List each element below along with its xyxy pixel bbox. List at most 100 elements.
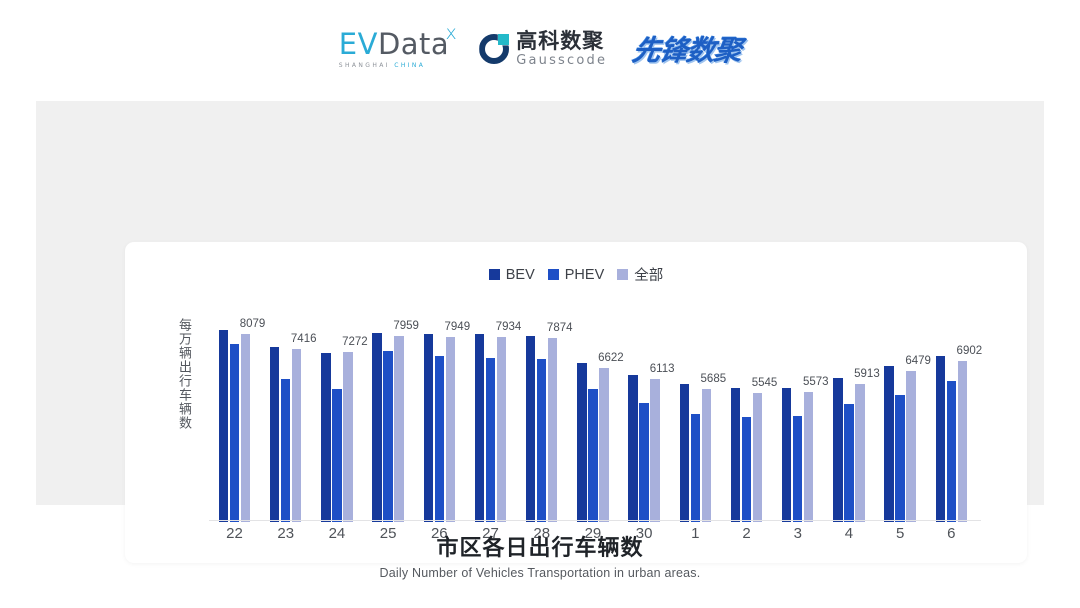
bar-PHEV[interactable] bbox=[434, 355, 445, 522]
bar-PHEV[interactable] bbox=[485, 358, 496, 522]
x-axis-tick-labels: 22 23 24 25 26 27 28 29 30 1 2 3 4 5 6 bbox=[209, 525, 977, 549]
bar-PHEV[interactable] bbox=[639, 403, 649, 522]
bar-全部[interactable] bbox=[752, 392, 763, 522]
bar-PHEV[interactable] bbox=[536, 358, 547, 522]
bar-value-label: 7416 bbox=[290, 332, 317, 345]
bar-PHEV[interactable] bbox=[792, 416, 803, 522]
bar-全部[interactable] bbox=[855, 384, 865, 522]
gausscode-ring-icon bbox=[479, 34, 510, 64]
bar-全部[interactable] bbox=[599, 367, 609, 522]
bar-BEV[interactable] bbox=[679, 384, 690, 522]
bar-BEV[interactable] bbox=[372, 332, 382, 522]
x-tick-label: 25 bbox=[379, 525, 397, 542]
bar-value-label: 7934 bbox=[495, 320, 522, 333]
gausscode-logo: 高科数聚 Gausscode bbox=[479, 31, 607, 67]
bar-PHEV[interactable] bbox=[844, 403, 854, 522]
evdata-tagline-country: CHINA bbox=[394, 61, 426, 69]
x-tick-label: 22 bbox=[226, 525, 243, 542]
evdata-tagline-city: SHANGHAI bbox=[338, 61, 390, 69]
bar-BEV[interactable] bbox=[577, 363, 587, 522]
bar-BEV[interactable] bbox=[474, 334, 485, 522]
x-tick-label: 1 bbox=[691, 525, 700, 542]
bar-value-label: 5685 bbox=[700, 373, 727, 386]
x-tick-label: 26 bbox=[430, 525, 448, 542]
bar-group: 8079 bbox=[209, 312, 265, 522]
bar-group: 6902 bbox=[926, 312, 982, 522]
bar-value-label: 7272 bbox=[342, 336, 368, 349]
bar-group: 6622 bbox=[567, 312, 624, 522]
legend-item-PHEV[interactable]: PHEV bbox=[547, 266, 605, 283]
caption-title-en: Daily Number of Vehicles Transportation … bbox=[379, 566, 701, 580]
bar-group: 6479 bbox=[875, 312, 931, 522]
bar-PHEV[interactable] bbox=[332, 389, 342, 522]
bar-全部[interactable] bbox=[240, 333, 251, 522]
bar-BEV[interactable] bbox=[935, 355, 946, 522]
bar-group: 7874 bbox=[516, 312, 573, 522]
bar-PHEV[interactable] bbox=[588, 389, 598, 522]
chart-panel-background: BEV PHEV 全部 每万辆出行车辆数 8079 7416 7272 7959 7949 7… bbox=[36, 101, 1044, 563]
bar-PHEV[interactable] bbox=[946, 381, 957, 522]
bar-PHEV[interactable] bbox=[895, 394, 905, 522]
evdata-data-text: Data bbox=[377, 26, 450, 61]
x-tick-label: 30 bbox=[635, 525, 653, 542]
legend-swatch-icon bbox=[617, 269, 629, 280]
bar-全部[interactable] bbox=[547, 338, 558, 522]
bar-group: 7959 bbox=[363, 312, 419, 522]
bar-BEV[interactable] bbox=[423, 333, 434, 522]
evdata-x-icon: x bbox=[445, 21, 458, 44]
bar-BEV[interactable] bbox=[884, 365, 894, 522]
bar-全部[interactable] bbox=[291, 349, 302, 522]
bar-BEV[interactable] bbox=[218, 329, 229, 522]
x-tick-label: 4 bbox=[844, 525, 854, 542]
bar-PHEV[interactable] bbox=[383, 351, 393, 522]
bar-全部[interactable] bbox=[803, 392, 814, 522]
bar-PHEV[interactable] bbox=[229, 344, 240, 522]
bar-group: 5685 bbox=[670, 312, 726, 522]
bar-PHEV[interactable] bbox=[280, 378, 291, 522]
bar-value-label: 5545 bbox=[751, 376, 778, 389]
bar-BEV[interactable] bbox=[525, 336, 536, 522]
bar-全部[interactable] bbox=[906, 370, 916, 522]
bar-value-label: 5573 bbox=[802, 375, 829, 388]
bar-全部[interactable] bbox=[343, 352, 353, 522]
legend-item-BEV[interactable]: BEV bbox=[488, 266, 535, 283]
x-tick-label: 6 bbox=[947, 525, 956, 542]
bar-全部[interactable] bbox=[394, 336, 404, 522]
evdata-wordmark: EVData x bbox=[339, 23, 457, 61]
x-tick-label: 24 bbox=[328, 525, 346, 542]
legend-label: 全部 bbox=[634, 268, 664, 284]
legend-label: BEV bbox=[505, 266, 535, 283]
x-tick-label: 23 bbox=[277, 525, 295, 542]
bar-value-label: 8079 bbox=[239, 317, 266, 330]
bar-全部[interactable] bbox=[701, 389, 712, 522]
bar-BEV[interactable] bbox=[269, 347, 280, 522]
bar-PHEV[interactable] bbox=[741, 417, 752, 522]
legend-label: PHEV bbox=[564, 266, 605, 283]
bar-全部[interactable] bbox=[496, 336, 507, 522]
x-tick-label: 5 bbox=[895, 525, 905, 542]
bar-BEV[interactable] bbox=[730, 388, 741, 522]
bar-BEV[interactable] bbox=[781, 387, 792, 522]
legend-item-全部[interactable]: 全部 bbox=[617, 264, 663, 285]
bar-全部[interactable] bbox=[957, 361, 968, 522]
bar-group: 7949 bbox=[414, 312, 470, 522]
bar-value-label: 7949 bbox=[444, 320, 471, 333]
bar-value-label: 6113 bbox=[649, 363, 675, 376]
legend-swatch-icon bbox=[547, 269, 559, 280]
x-axis-line bbox=[209, 520, 981, 522]
chart-legend: BEV PHEV 全部 bbox=[125, 264, 1027, 285]
bar-BEV[interactable] bbox=[321, 352, 331, 522]
bar-value-label: 6479 bbox=[905, 354, 931, 367]
bar-value-label: 7959 bbox=[393, 320, 419, 333]
evdata-logo: EVData x SHANGHAI CHINA bbox=[338, 23, 457, 69]
bar-PHEV[interactable] bbox=[690, 413, 701, 522]
bar-BEV[interactable] bbox=[833, 377, 843, 522]
bar-groups: 8079 7416 7272 7959 7949 7934 7874 6622 6113 5685… bbox=[209, 312, 982, 522]
chart-card: BEV PHEV 全部 每万辆出行车辆数 8079 7416 7272 7959 7949 7… bbox=[125, 242, 1027, 563]
bar-BEV[interactable] bbox=[628, 374, 638, 522]
bar-全部[interactable] bbox=[650, 379, 660, 522]
bar-group: 7934 bbox=[465, 312, 521, 522]
bar-全部[interactable] bbox=[445, 336, 456, 522]
bar-group: 7416 bbox=[260, 312, 317, 522]
